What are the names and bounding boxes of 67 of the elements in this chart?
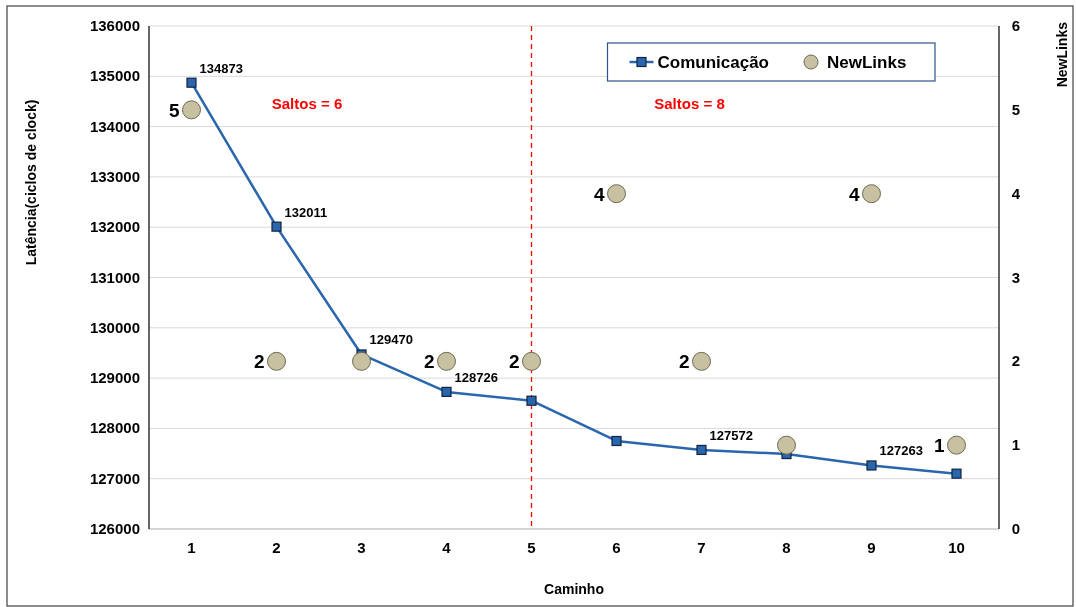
y-tick-label: 129000 xyxy=(89,369,140,387)
x-tick-label: 10 xyxy=(948,539,965,556)
y-tick-label: 128000 xyxy=(89,419,140,437)
data-label: 4 xyxy=(593,183,605,205)
data-label: 2 xyxy=(253,351,265,373)
point xyxy=(951,468,962,479)
y2-tick-label: 5 xyxy=(1011,100,1021,118)
point xyxy=(182,100,201,120)
y2-tick-label: 1 xyxy=(1011,436,1021,454)
y-tick-label: 126000 xyxy=(89,520,140,537)
x-tick-label: 3 xyxy=(357,539,366,556)
point xyxy=(862,184,881,204)
data-label: 5 xyxy=(168,99,180,121)
data-label: 2 xyxy=(423,351,435,373)
data-label: 2 xyxy=(508,351,520,373)
legend-label: Comunicação xyxy=(657,53,769,72)
x-axis-title: Caminho xyxy=(544,581,604,597)
point xyxy=(522,351,541,371)
data-label: 129470 xyxy=(369,332,413,348)
point xyxy=(696,444,707,456)
y2-tick-label: 4 xyxy=(1011,184,1021,202)
y-tick-label: 130000 xyxy=(89,318,140,336)
y2-tick-label: 3 xyxy=(1011,268,1021,286)
y-tick-label: 131000 xyxy=(89,268,140,286)
y-tick-label: 136000 xyxy=(89,17,140,34)
x-tick-label: 5 xyxy=(527,539,536,556)
y-tick-label: 135000 xyxy=(89,67,140,85)
y-tick-label: 134000 xyxy=(89,117,140,135)
point xyxy=(352,351,371,371)
point xyxy=(777,435,796,455)
point xyxy=(947,435,966,455)
data-label: 134873 xyxy=(199,60,243,76)
point xyxy=(692,351,711,371)
point xyxy=(267,351,286,371)
point xyxy=(607,184,626,204)
data-label: 1 xyxy=(933,435,945,457)
data-label: 2 xyxy=(678,351,690,373)
y-tick-label: 127000 xyxy=(89,469,140,487)
x-tick-label: 4 xyxy=(442,539,452,556)
x-tick-label: 1 xyxy=(187,539,196,556)
y2-tick-label: 0 xyxy=(1011,520,1021,537)
point xyxy=(437,351,456,371)
y-axis-title: Latência(ciclos de clock) xyxy=(23,99,39,266)
x-tick-label: 8 xyxy=(782,539,791,556)
data-label: 127263 xyxy=(879,443,923,459)
x-tick-label: 9 xyxy=(867,539,876,556)
point xyxy=(526,395,537,406)
x-tick-label: 7 xyxy=(697,539,706,556)
data-label: 4 xyxy=(848,183,860,205)
point xyxy=(611,435,622,447)
point xyxy=(866,460,877,471)
point xyxy=(186,77,197,88)
y2-axis-title: NewLinks xyxy=(1054,21,1070,88)
y-tick-label: 133000 xyxy=(89,167,140,185)
y-tick-label: 132000 xyxy=(89,218,140,236)
legend-label: NewLinks xyxy=(827,53,907,72)
y2-tick-label: 2 xyxy=(1011,352,1021,370)
point xyxy=(441,386,452,397)
data-label: 128726 xyxy=(454,369,498,385)
data-label: 127572 xyxy=(709,427,753,443)
x-tick-label: 6 xyxy=(612,539,621,556)
x-tick-label: 2 xyxy=(272,539,281,556)
data-label: 132011 xyxy=(284,204,328,220)
point xyxy=(271,221,282,232)
y2-tick-label: 6 xyxy=(1011,17,1021,34)
annotation: Saltos = 8 xyxy=(654,95,725,112)
annotation: Saltos = 6 xyxy=(271,95,343,112)
